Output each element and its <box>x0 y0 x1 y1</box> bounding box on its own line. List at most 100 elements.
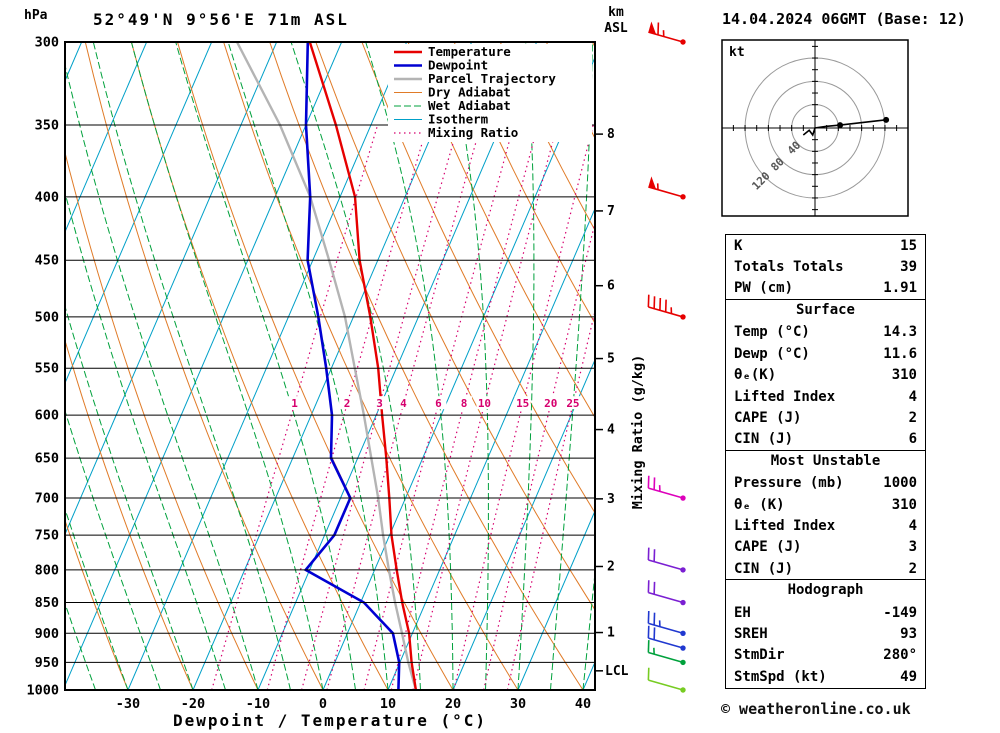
table-row-value: 11.6 <box>883 345 917 362</box>
km-label: km <box>608 5 624 20</box>
hodograph-unit-label: kt <box>729 45 745 60</box>
svg-text:Wet Adiabat: Wet Adiabat <box>428 98 511 113</box>
svg-text:-30: -30 <box>116 696 140 712</box>
table-row-label: K <box>734 237 743 254</box>
table-row-label: EH <box>734 604 751 621</box>
svg-text:Temperature: Temperature <box>428 44 511 59</box>
svg-text:700: 700 <box>35 491 59 507</box>
table-row-value: 4 <box>908 388 917 405</box>
altitude-axis-header: km ASL <box>598 5 634 37</box>
svg-text:1: 1 <box>291 397 298 410</box>
table-row: CAPE (J) 3 <box>726 537 925 558</box>
table-row: Totals Totals 39 <box>726 256 925 277</box>
table-row-label: CIN (J) <box>734 560 794 577</box>
svg-text:5: 5 <box>607 352 615 367</box>
svg-text:1: 1 <box>607 626 615 641</box>
mixing-ratio-axis-title: Mixing Ratio (g/kg) <box>630 354 646 510</box>
svg-text:950: 950 <box>35 655 59 671</box>
table-row-label: Dewp (°C) <box>734 345 810 362</box>
table-row-label: StmDir <box>734 647 785 664</box>
svg-text:350: 350 <box>35 117 59 133</box>
table-row: EH -149 <box>726 602 925 623</box>
table-row-value: 49 <box>900 668 917 685</box>
svg-text:500: 500 <box>35 309 59 325</box>
isotherms <box>65 42 595 690</box>
table-row: StmSpd (kt) 49 <box>726 666 925 687</box>
table-section: Surface Temp (°C) 14.3 Dewp (°C) 11.6 θₑ(K) 31… <box>725 299 926 452</box>
svg-text:-20: -20 <box>181 696 205 712</box>
pressure-axis-labels: 300 350 400 450 500 550 600 650 700 750 800 850 900 9… <box>26 35 59 699</box>
svg-text:20: 20 <box>544 397 557 410</box>
asl-label: ASL <box>604 21 628 36</box>
svg-text:Mixing Ratio: Mixing Ratio <box>428 125 518 140</box>
table-row-value: 1000 <box>883 475 917 492</box>
table-row-value: -149 <box>883 604 917 621</box>
table-row: StmDir 280° <box>726 645 925 666</box>
svg-text:850: 850 <box>35 595 59 611</box>
svg-text:550: 550 <box>35 361 59 377</box>
lcl-label: LCL <box>605 664 629 679</box>
svg-text:15: 15 <box>516 397 529 410</box>
svg-text:900: 900 <box>35 626 59 642</box>
svg-text:25: 25 <box>566 397 579 410</box>
svg-text:750: 750 <box>35 528 59 544</box>
table-row-label: Totals Totals <box>734 259 844 276</box>
datetime-label: 14.04.2024 06GMT (Base: 12) <box>722 10 966 28</box>
svg-text:20: 20 <box>445 696 461 712</box>
table-row-value: 2 <box>908 409 917 426</box>
svg-text:Dewpoint: Dewpoint <box>428 58 488 73</box>
table-row-label: Pressure (mb) <box>734 475 844 492</box>
table-section: K 15 Totals Totals 39 PW (cm) 1.91 <box>725 234 926 301</box>
svg-text:2: 2 <box>344 397 351 410</box>
svg-text:0: 0 <box>319 696 327 712</box>
table-row-label: PW (cm) <box>734 280 794 297</box>
table-row-label: CAPE (J) <box>734 539 802 556</box>
svg-text:-10: -10 <box>246 696 270 712</box>
table-row-value: 280° <box>883 647 917 664</box>
svg-text:6: 6 <box>607 279 615 294</box>
table-row: CAPE (J) 2 <box>726 407 925 428</box>
svg-text:2: 2 <box>607 559 615 574</box>
table-row-label: Temp (°C) <box>734 324 810 341</box>
copyright-text: © weatheronline.co.uk <box>721 700 911 718</box>
svg-text:3: 3 <box>607 492 615 507</box>
table-row-label: StmSpd (kt) <box>734 668 827 685</box>
table-row-label: SREH <box>734 626 768 643</box>
svg-text:Dry Adiabat: Dry Adiabat <box>428 85 511 100</box>
table-row: θₑ(K) 310 <box>726 364 925 385</box>
table-row: CIN (J) 2 <box>726 558 925 579</box>
table-row: Pressure (mb) 1000 <box>726 473 925 494</box>
plot-frame <box>64 41 596 691</box>
table-row: Temp (°C) 14.3 <box>726 322 925 343</box>
svg-text:8: 8 <box>607 127 615 142</box>
km-axis: 1 2 3 4 5 6 7 8 LCL <box>595 127 629 679</box>
table-row-value: 1.91 <box>883 280 917 297</box>
svg-text:1000: 1000 <box>26 683 59 699</box>
table-section: Most Unstable Pressure (mb) 1000 θₑ (K) 310 L… <box>725 450 926 581</box>
x-axis-title: Dewpoint / Temperature (°C) <box>172 711 488 730</box>
station-title: 52°49'N 9°56'E 71m ASL <box>93 10 349 29</box>
svg-text:4: 4 <box>400 397 407 410</box>
table-row-value: 6 <box>908 431 917 448</box>
svg-text:30: 30 <box>510 696 526 712</box>
svg-text:650: 650 <box>35 451 59 467</box>
svg-text:450: 450 <box>35 253 59 269</box>
svg-text:10: 10 <box>380 696 396 712</box>
table-row: CIN (J) 6 <box>726 429 925 450</box>
table-row-value: 4 <box>908 517 917 534</box>
table-section-header: Surface <box>795 302 855 319</box>
table-row: Dewp (°C) 11.6 <box>726 343 925 364</box>
table-row: SREH 93 <box>726 623 925 644</box>
svg-text:600: 600 <box>35 408 59 424</box>
table-section-header: Hodograph <box>787 582 864 599</box>
svg-text:40: 40 <box>575 696 591 712</box>
table-row-value: 14.3 <box>883 324 917 341</box>
table-row-label: θₑ(K) <box>734 367 777 384</box>
temperature-axis-labels: -30 -20 -10 0 10 20 30 40 <box>116 696 591 712</box>
table-row-label: CAPE (J) <box>734 409 802 426</box>
table-row-value: 39 <box>900 259 917 276</box>
mixing-ratio-lines <box>211 124 595 690</box>
table-row-value: 3 <box>908 539 917 556</box>
